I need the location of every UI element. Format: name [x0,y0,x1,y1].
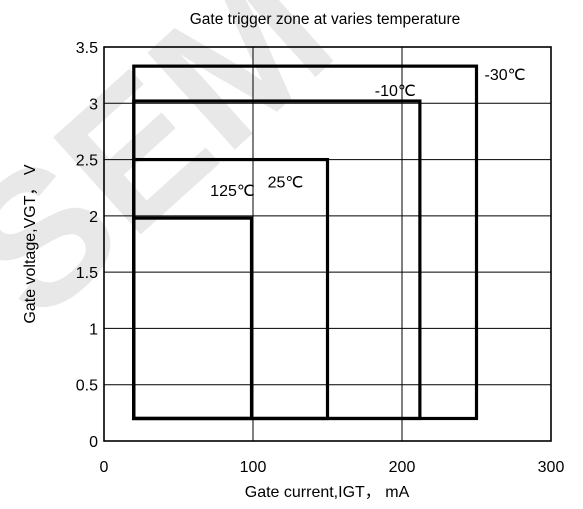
zone-label: 25℃ [268,175,304,192]
x-tick-label: 100 [240,459,267,476]
x-axis-label: Gate current,IGT， mA [245,484,410,501]
x-tick-label: 0 [100,459,109,476]
y-tick-label: 0 [89,434,98,451]
trigger-zones: -30℃ -10℃ 25℃ 125℃ [132,64,526,421]
zone-label: 125℃ [210,183,255,200]
tick-labels: 0 0.5 1 1.5 2 2.5 3 3.5 0 100 200 300 [76,40,565,476]
y-tick-label: 1 [89,321,98,338]
y-tick-label: 2 [89,209,98,226]
zone-label: -10℃ [375,83,416,100]
y-tick-label: 0.5 [76,378,98,395]
watermark: SEM [0,0,370,358]
chart-title: Gate trigger zone at varies temperature [190,11,461,28]
y-tick-label: 2.5 [76,153,98,170]
y-tick-label: 1.5 [76,265,98,282]
zone-rect [132,216,254,421]
x-tick-label: 200 [389,459,416,476]
y-tick-label: 3.5 [76,40,98,57]
y-axis-label: Gate voltage,VGT， V [22,164,39,324]
y-tick-label: 3 [89,96,98,113]
plot-frame [103,46,552,442]
zone-label: -30℃ [485,67,526,84]
x-tick-label: 300 [538,459,565,476]
